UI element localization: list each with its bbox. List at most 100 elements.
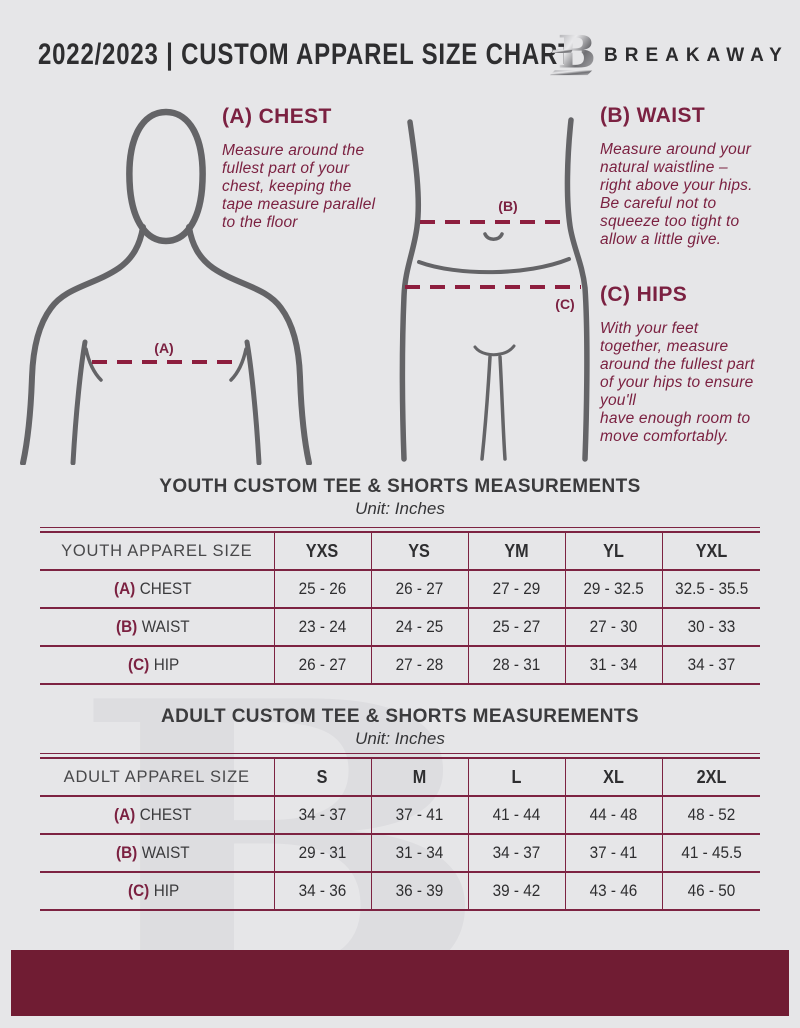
instruction-chest: (A) CHEST Measure around the fullest par…: [222, 105, 402, 232]
chest-heading: (A) CHEST: [222, 105, 332, 128]
cell-value: 25 - 26: [298, 579, 347, 598]
cell-value: 31 - 34: [395, 843, 444, 862]
cell-value: 46 - 50: [687, 881, 736, 900]
left-shoulder-outline: [20, 224, 146, 465]
row-key: (B): [115, 617, 138, 636]
youth-section-unit: Unit: Inches: [355, 499, 445, 518]
cell-value: 29 - 32.5: [583, 579, 644, 598]
waist-marker-label: (B): [498, 198, 517, 214]
cell-value: 29 - 31: [298, 843, 347, 862]
cell-value: 34 - 36: [298, 881, 347, 900]
left-inner-leg-line: [480, 355, 492, 461]
youth-size-table: YOUTH APPAREL SIZE YXS YS YM YL YXL (A) C…: [40, 527, 760, 685]
right-inner-leg-line: [498, 355, 507, 461]
table-row: (C) HIP 26 - 27 27 - 28 28 - 31 31 - 34 3…: [40, 646, 760, 685]
row-key: (C): [128, 881, 150, 900]
adult-size-s: S: [317, 766, 328, 787]
cell-value: 26 - 27: [298, 655, 347, 674]
adult-size-2xl: 2XL: [696, 766, 727, 787]
cell-value: 27 - 29: [492, 579, 541, 598]
row-title: HIP: [154, 881, 180, 900]
left-armpit-notch: [84, 347, 103, 382]
table-row: (B) WAIST 29 - 31 31 - 34 34 - 37 37 - 41…: [40, 834, 760, 873]
navel-mark: [483, 232, 504, 241]
youth-size-yl: YL: [603, 540, 624, 561]
youth-size-column-label: YOUTH APPAREL SIZE: [40, 532, 274, 571]
adult-size-l: L: [511, 766, 522, 787]
lower-body-figure: (B) (C): [399, 117, 590, 462]
cell-value: 26 - 27: [395, 579, 444, 598]
cell-value: 39 - 42: [492, 881, 541, 900]
row-title: WAIST: [141, 843, 190, 862]
row-key: (A): [113, 579, 135, 598]
cell-value: 25 - 27: [492, 617, 541, 636]
cell-value: 43 - 46: [589, 881, 638, 900]
row-key: (C): [128, 655, 150, 674]
table-row: (A) CHEST 25 - 26 26 - 27 27 - 29 29 - 32…: [40, 570, 760, 609]
instruction-hips: (C) HIPS With your feet together, measur…: [600, 283, 795, 446]
chest-body-text: Measure around the fullest part of your …: [222, 142, 376, 231]
right-torso-line: [244, 339, 262, 465]
cell-value: 23 - 24: [298, 617, 347, 636]
cell-value: 48 - 52: [687, 805, 736, 824]
cell-value: 41 - 44: [492, 805, 541, 824]
waistband-curve: [417, 257, 571, 275]
cell-value: 27 - 30: [589, 617, 638, 636]
cell-value: 34 - 37: [298, 805, 347, 824]
right-armpit-notch: [229, 347, 248, 382]
cell-value: 32.5 - 35.5: [674, 579, 748, 598]
adult-section-unit: Unit: Inches: [355, 729, 445, 748]
adult-size-column-label: ADULT APPAREL SIZE: [40, 758, 274, 797]
adult-header-row: ADULT APPAREL SIZE S M L XL 2XL: [40, 758, 760, 797]
cell-value: 44 - 48: [589, 805, 638, 824]
adult-size-xl: XL: [603, 766, 624, 787]
brand-lockup: B BREAKAWAY: [547, 25, 797, 83]
cell-value: 27 - 28: [395, 655, 444, 674]
cell-value: 41 - 45.5: [681, 843, 742, 862]
table-row: (B) WAIST 23 - 24 24 - 25 25 - 27 27 - 30…: [40, 608, 760, 647]
crotch-curve: [473, 344, 516, 357]
hips-marker-label: (C): [555, 296, 574, 312]
youth-size-ys: YS: [408, 540, 431, 561]
breakaway-logo-icon: B: [549, 25, 596, 78]
cell-value: 34 - 37: [687, 655, 736, 674]
upper-body-figure: (A): [20, 108, 312, 465]
brand-name: BREAKAWAY: [604, 45, 789, 66]
row-title: WAIST: [141, 617, 190, 636]
cell-value: 24 - 25: [395, 617, 444, 636]
table-row: (C) HIP 34 - 36 36 - 39 39 - 42 43 - 46 4…: [40, 872, 760, 911]
left-hip-outline: [399, 119, 422, 462]
head-outline: [126, 108, 206, 245]
adult-section-title: ADULT CUSTOM TEE & SHORTS MEASUREMENTS: [161, 706, 639, 727]
youth-size-yxl: YXL: [695, 540, 727, 561]
row-title: CHEST: [139, 579, 192, 598]
adult-size-m: M: [412, 766, 427, 787]
right-hip-outline: [564, 117, 590, 462]
hips-body-text: With your feet together, measure around …: [600, 320, 755, 445]
table-row: (A) CHEST 34 - 37 37 - 41 41 - 44 44 - 48…: [40, 796, 760, 835]
row-key: (B): [115, 843, 138, 862]
chest-marker-label: (A): [154, 340, 173, 356]
youth-header-row: YOUTH APPAREL SIZE YXS YS YM YL YXL: [40, 532, 760, 571]
waist-body-text: Measure around your natural waistline – …: [600, 141, 753, 248]
cell-value: 28 - 31: [492, 655, 541, 674]
row-title: HIP: [154, 655, 180, 674]
youth-size-ym: YM: [504, 540, 529, 561]
cell-value: 34 - 37: [492, 843, 541, 862]
page-title: 2022/2023 | CUSTOM APPAREL SIZE CHART: [38, 38, 574, 71]
row-title: CHEST: [139, 805, 192, 824]
cell-value: 30 - 33: [687, 617, 736, 636]
cell-value: 37 - 41: [395, 805, 444, 824]
left-torso-line: [70, 339, 88, 465]
instruction-waist: (B) WAIST Measure around your natural wa…: [600, 104, 790, 249]
cell-value: 37 - 41: [589, 843, 638, 862]
cell-value: 36 - 39: [395, 881, 444, 900]
waist-heading: (B) WAIST: [600, 104, 706, 127]
youth-section-title: YOUTH CUSTOM TEE & SHORTS MEASUREMENTS: [159, 476, 641, 497]
youth-size-yxs: YXS: [306, 540, 339, 561]
footer-bar: [11, 950, 789, 1016]
hips-heading: (C) HIPS: [600, 283, 688, 306]
cell-value: 31 - 34: [589, 655, 638, 674]
right-shoulder-outline: [186, 224, 312, 465]
